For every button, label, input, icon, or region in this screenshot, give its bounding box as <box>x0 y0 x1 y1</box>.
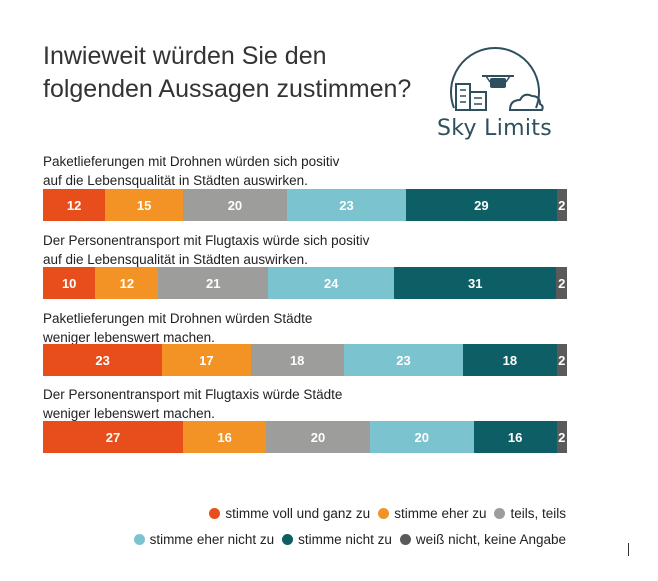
bar-2-value-label-5: 31 <box>468 275 483 291</box>
sky-limits-logo: Sky Limits <box>432 40 557 141</box>
bar-1-value-label-5: 29 <box>474 197 489 213</box>
bar-1-segment-5: 29 <box>406 189 557 221</box>
bar-3-segment-5: 18 <box>463 344 557 376</box>
legend-item-6: weiß nicht, keine Angabe <box>399 532 566 547</box>
bar-4-segment-4: 20 <box>369 421 474 453</box>
bar-1-segment-3: 20 <box>183 189 287 221</box>
stacked-bar-1: 12 15 20 23 29 2 <box>43 189 567 221</box>
question-3: Paketlieferungen mit Drohnen würden Städ… <box>43 309 563 347</box>
bar-2-segment-5: 31 <box>394 267 557 299</box>
legend-item-1: stimme voll und ganz zu <box>209 506 370 521</box>
bar-3-segment-3: 18 <box>250 344 344 376</box>
bar-4-value-label-3: 20 <box>310 429 326 445</box>
bar-2-value-label-4: 24 <box>323 275 339 291</box>
drone-city-icon <box>450 47 544 111</box>
legend-label-4: stimme eher nicht zu <box>149 532 275 547</box>
bar-2-segment-6: 2 <box>556 267 567 299</box>
legend-swatch-3 <box>494 508 506 519</box>
bar-4-segment-6: 2 <box>556 421 567 453</box>
bar-4-value-label-5: 16 <box>507 429 523 445</box>
bar-3-value-label-3: 18 <box>289 352 305 368</box>
stacked-bar-3: 23 17 18 23 18 2 <box>43 344 567 376</box>
bar-3-segment-2: 17 <box>162 344 251 376</box>
legend-swatch-1 <box>209 508 221 519</box>
legend-swatch-2 <box>378 508 390 519</box>
bar-4-segment-2: 16 <box>183 421 267 453</box>
question-2-line-2: auf die Lebensqualität in Städten auswir… <box>43 252 308 267</box>
legend-label-1: stimme voll und ganz zu <box>225 506 371 521</box>
bar-3-value-label-4: 23 <box>396 352 411 368</box>
bar-4-value-label-2: 16 <box>217 429 232 445</box>
question-1-line-1: Paketlieferungen mit Drohnen würden sich… <box>43 154 340 169</box>
legend-item-3: teils, teils <box>494 506 566 521</box>
bar-4-segment-3: 20 <box>266 421 370 453</box>
bar-1-segment-6: 2 <box>556 189 567 221</box>
bar-2-segment-2: 12 <box>95 267 159 299</box>
legend-item-4: stimme eher nicht zu <box>133 532 275 547</box>
bar-2-value-label-2: 12 <box>119 275 135 291</box>
question-2: Der Personentransport mit Flugtaxis würd… <box>43 231 563 269</box>
legend-item-2: stimme eher zu <box>378 506 486 521</box>
question-1: Paketlieferungen mit Drohnen würden sich… <box>43 152 563 190</box>
bar-2-value-label-3: 21 <box>206 275 221 291</box>
bar-1-segment-2: 15 <box>105 189 184 221</box>
bar-1-value-label-4: 23 <box>339 197 354 213</box>
legend-item-5: stimme nicht zu <box>282 532 392 547</box>
legend-label-3: teils, teils <box>510 506 566 521</box>
legend-swatch-4 <box>133 534 145 545</box>
chart-title: Inwieweit würden Sie den folgenden Aussa… <box>43 42 412 103</box>
bar-2-segment-4: 24 <box>268 267 395 299</box>
question-3-line-1: Paketlieferungen mit Drohnen würden Städ… <box>43 311 313 326</box>
legend-row-2: stimme eher nicht zu stimme nicht zu wei… <box>126 532 566 547</box>
bar-4-segment-1: 27 <box>43 421 184 453</box>
bar-2-segment-3: 21 <box>158 267 269 299</box>
bar-2-segment-1: 10 <box>43 267 96 299</box>
bar-1-value-label-1: 12 <box>66 197 82 213</box>
bar-3-value-label-1: 23 <box>95 352 110 368</box>
stacked-bar-2: 10 12 21 24 31 2 <box>43 267 567 299</box>
bar-3-value-label-5: 18 <box>502 352 518 368</box>
question-3-line-2: weniger lebenswert machen. <box>43 330 215 345</box>
bar-4-segment-5: 16 <box>473 421 557 453</box>
question-4-line-2: weniger lebenswert machen. <box>43 406 215 421</box>
bar-1-value-label-6: 2 <box>558 197 566 213</box>
question-1-line-2: auf die Lebensqualität in Städten auswir… <box>43 173 308 188</box>
bar-3-segment-1: 23 <box>43 344 163 376</box>
bar-1-value-label-2: 15 <box>136 197 152 213</box>
bar-1-segment-4: 23 <box>286 189 407 221</box>
text-cursor <box>628 543 629 556</box>
question-2-line-1: Der Personentransport mit Flugtaxis würd… <box>43 233 370 248</box>
question-4-line-1: Der Personentransport mit Flugtaxis würd… <box>43 387 343 402</box>
question-4: Der Personentransport mit Flugtaxis würd… <box>43 385 563 423</box>
bar-3-value-label-2: 17 <box>199 352 214 368</box>
legend-label-2: stimme eher zu <box>394 506 487 521</box>
legend-label-5: stimme nicht zu <box>298 532 392 547</box>
bar-1-segment-1: 12 <box>43 189 106 221</box>
bar-4-value-label-4: 20 <box>414 429 429 445</box>
stacked-bar-4: 27 16 20 20 16 2 <box>43 421 567 453</box>
legend-swatch-6 <box>399 534 411 545</box>
bar-2-value-label-6: 2 <box>558 275 566 291</box>
bar-4-value-label-6: 2 <box>558 429 566 445</box>
bar-3-segment-6: 2 <box>556 344 567 376</box>
bar-2-value-label-1: 10 <box>61 275 77 291</box>
bar-3-segment-4: 23 <box>343 344 464 376</box>
bar-4-value-label-1: 27 <box>105 429 121 445</box>
legend-row-1: stimme voll und ganz zu stimme eher zu t… <box>201 506 566 521</box>
legend-label-6: weiß nicht, keine Angabe <box>415 532 566 547</box>
bar-1-value-label-3: 20 <box>227 197 243 213</box>
legend-swatch-5 <box>282 534 294 545</box>
bar-3-value-label-6: 2 <box>558 352 566 368</box>
logo-text: Sky Limits <box>437 116 552 141</box>
